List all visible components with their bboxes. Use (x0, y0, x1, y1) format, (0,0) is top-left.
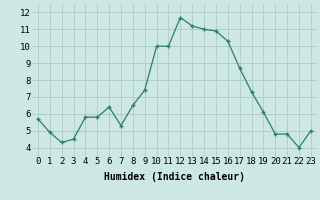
X-axis label: Humidex (Indice chaleur): Humidex (Indice chaleur) (104, 172, 245, 182)
